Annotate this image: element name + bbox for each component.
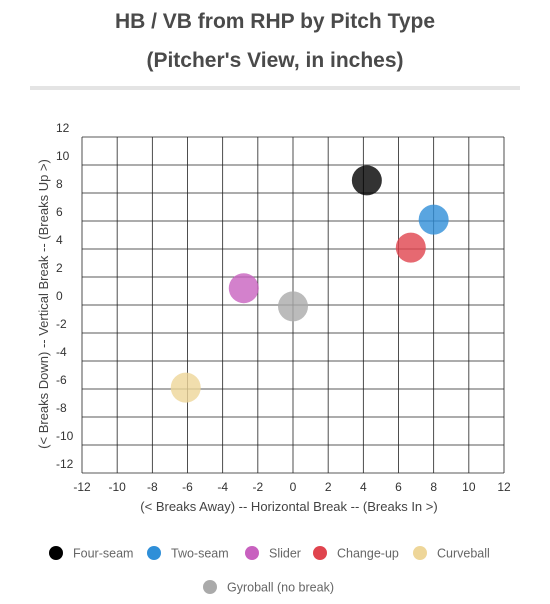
legend-marker	[147, 546, 161, 560]
legend-marker	[49, 546, 63, 560]
point-curveball[interactable]	[170, 372, 201, 403]
legend-marker	[245, 546, 259, 560]
y-tick-label: 4	[56, 233, 63, 247]
chart-subtitle: (Pitcher's View, in inches)	[146, 49, 404, 72]
y-axis-label: (< Breaks Down) -- Vertical Break -- (Br…	[36, 159, 51, 449]
y-tick-label: 2	[56, 261, 63, 275]
x-tick-label: -12	[73, 480, 91, 494]
x-tick-label: 4	[360, 480, 367, 494]
y-tick-label: 12	[56, 121, 70, 135]
legend-label: Two-seam	[171, 547, 229, 561]
legend: Four-seam Two-seam Slider Change-up Curvebal…	[49, 546, 490, 595]
data-points	[170, 165, 449, 403]
y-tick-label: -4	[56, 345, 67, 359]
y-tick-label: -10	[56, 429, 74, 443]
y-tick-label: -2	[56, 317, 67, 331]
title-divider	[30, 86, 520, 90]
point-change-up[interactable]	[395, 232, 426, 263]
grid	[81, 136, 505, 474]
x-tick-label: -4	[217, 480, 228, 494]
legend-marker	[313, 546, 327, 560]
legend-label: Slider	[269, 547, 301, 561]
x-tick-label: 8	[430, 480, 437, 494]
y-tick-label: 6	[56, 205, 63, 219]
legend-marker	[413, 546, 427, 560]
x-tick-label: 12	[497, 480, 511, 494]
y-tick-label: 0	[56, 289, 63, 303]
chart-title: HB / VB from RHP by Pitch Type	[114, 10, 436, 33]
x-tick-label: 2	[325, 480, 332, 494]
y-tick-label: 10	[56, 149, 70, 163]
x-tick-label: -10	[108, 480, 126, 494]
y-tick-label: -6	[56, 373, 67, 387]
x-tick-label: 10	[462, 480, 476, 494]
x-tick-label: 0	[290, 480, 297, 494]
legend-label: Change-up	[337, 547, 399, 561]
x-tick-label: -8	[147, 480, 158, 494]
y-tick-label: -12	[56, 457, 74, 471]
x-axis-label: (< Breaks Away) -- Horizontal Break -- (…	[140, 499, 437, 514]
x-tick-label: -2	[252, 480, 263, 494]
tick-labels: -12 -10 -8 -6 -4 -2 0 2 4 6 8 10 12 12 10 8 6 4 2 0 -2 -4 -6 -8…	[56, 121, 511, 494]
legend-label: Four-seam	[73, 547, 133, 561]
x-tick-label: 6	[395, 480, 402, 494]
x-tick-label: -6	[182, 480, 193, 494]
legend-label: Curveball	[437, 547, 490, 561]
point-two-seam[interactable]	[418, 204, 449, 235]
point-four-seam[interactable]	[351, 165, 382, 196]
legend-label: Gyroball (no break)	[227, 581, 334, 595]
legend-marker	[203, 580, 217, 594]
y-tick-label: -8	[56, 401, 67, 415]
y-tick-label: 8	[56, 177, 63, 191]
point-slider[interactable]	[228, 273, 259, 304]
point-gyroball-no-break[interactable]	[278, 291, 308, 322]
